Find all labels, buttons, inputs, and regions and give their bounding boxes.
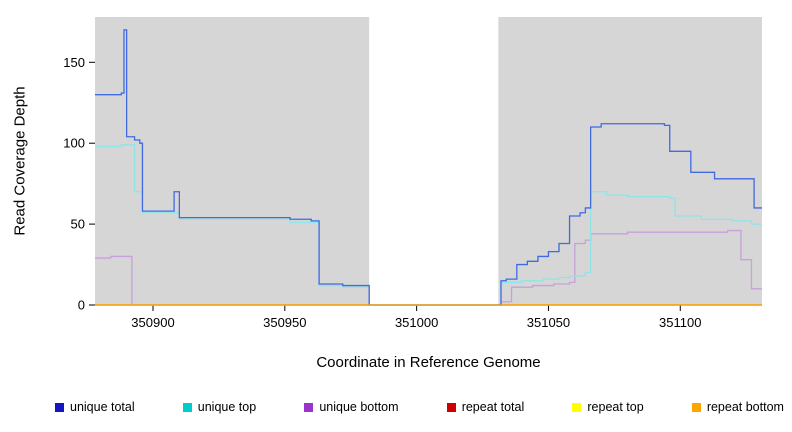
x-tick-label: 350950 — [263, 315, 306, 330]
legend-item-unique-top: unique top — [182, 400, 257, 414]
legend-label: repeat top — [587, 400, 644, 414]
y-tick-label: 150 — [63, 55, 85, 70]
coverage-gap-region — [369, 17, 499, 305]
x-tick-label: 351000 — [395, 315, 438, 330]
legend-label: repeat total — [461, 400, 525, 414]
legend-label: unique total — [70, 400, 135, 414]
legend-label: unique top — [197, 400, 257, 414]
y-tick-label: 0 — [78, 298, 85, 313]
x-tick-label: 351100 — [659, 315, 701, 330]
legend-swatch-icon — [446, 402, 456, 412]
coverage-chart: 350900 350950 351000 351050 351100 0 50 100 150 — [63, 17, 762, 330]
y-axis-title: Read Coverage Depth — [11, 86, 29, 236]
x-tick-label: 351050 — [527, 315, 570, 330]
legend-item-unique-total: unique total — [55, 400, 135, 414]
legend-swatch-icon — [304, 402, 314, 412]
legend-swatch-icon — [55, 402, 64, 412]
legend-swatch-icon — [691, 402, 701, 412]
legend-label: repeat bottom — [706, 400, 784, 414]
legend-item-repeat-top: repeat top — [572, 400, 644, 414]
x-axis-title: Coordinate in Reference Genome — [316, 354, 541, 371]
series-line-unique-total — [95, 29, 762, 306]
y-tick-label: 50 — [71, 217, 85, 232]
y-tick-label: 100 — [63, 136, 85, 151]
legend-item-repeat-total: repeat total — [446, 400, 525, 414]
legend-label: unique bottom — [319, 400, 399, 414]
legend-swatch-icon — [572, 402, 582, 412]
legend: unique total unique top unique bottom repea… — [55, 400, 784, 414]
x-tick-label: 350900 — [131, 315, 174, 330]
legend-item-repeat-bottom: repeat bottom — [691, 400, 784, 414]
legend-swatch-icon — [182, 402, 192, 412]
legend-item-unique-bottom: unique bottom — [304, 400, 399, 414]
